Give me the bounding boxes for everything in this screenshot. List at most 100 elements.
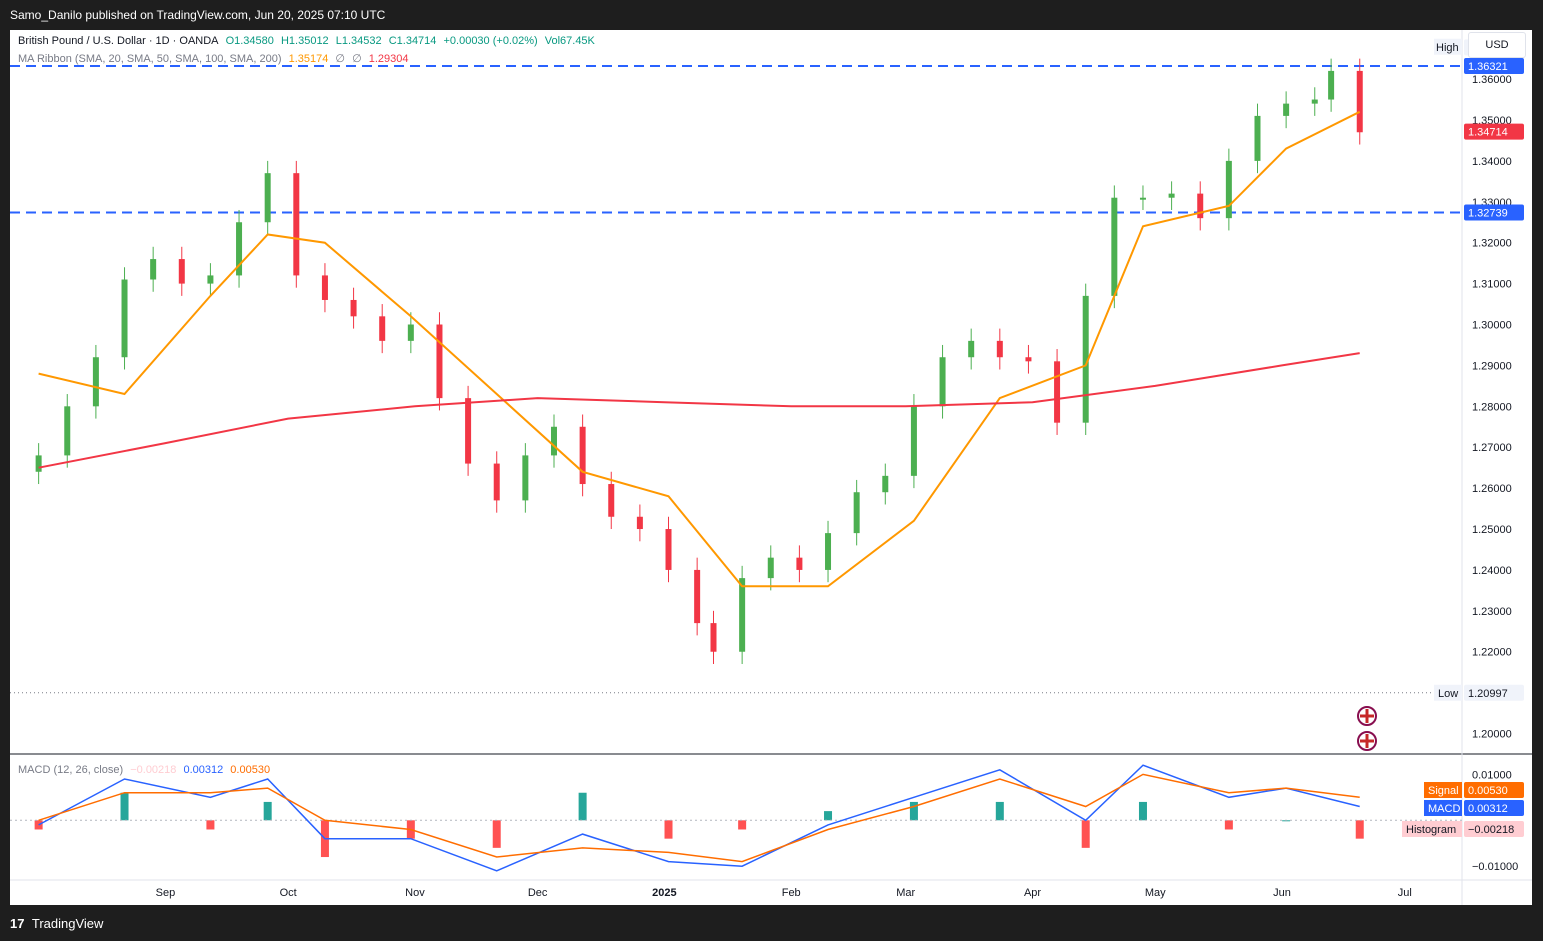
histogram-bar	[738, 820, 747, 830]
candle-body	[379, 316, 386, 341]
price-tick-label: 1.28000	[1472, 401, 1512, 413]
resistance-price-tag-bg	[1464, 57, 1524, 74]
price-tick-label: 1.32000	[1472, 238, 1512, 250]
candle-body	[321, 275, 328, 300]
volume-value: Vol67.45K	[544, 35, 595, 47]
high-label: High	[1436, 42, 1459, 54]
low-label-bg	[1434, 684, 1462, 701]
histogram-bar	[263, 801, 272, 821]
candle-body	[264, 173, 271, 223]
macd-label-bg	[1424, 800, 1462, 816]
current-price-tag: 1.34714	[1468, 127, 1508, 139]
candle-body	[882, 475, 889, 493]
price-tick-label: 1.22000	[1472, 647, 1512, 659]
time-tick-label: Jul	[1398, 887, 1412, 899]
time-tick-label: Oct	[280, 887, 297, 899]
support-price-tag: 1.32739	[1468, 207, 1508, 219]
price-tick-label: 1.25000	[1472, 524, 1512, 536]
price-tick-label: 1.26000	[1472, 483, 1512, 495]
price-tick-label: 1.31000	[1472, 279, 1512, 291]
time-tick-label: May	[1145, 887, 1166, 899]
price-tick-label: 1.20000	[1472, 729, 1512, 741]
candle-body	[853, 492, 860, 534]
candle-body	[739, 578, 746, 652]
footer-brand-label: TradingView	[31, 916, 104, 931]
candle-body	[1111, 197, 1118, 296]
signal-value-tag-bg	[1464, 782, 1524, 798]
ma100-value: ∅	[352, 53, 362, 65]
histogram-bar	[120, 792, 129, 821]
signal-label: Signal	[1428, 785, 1459, 797]
histogram-bar	[664, 820, 673, 839]
candle-body	[1025, 357, 1032, 362]
price-tick-label: 1.29000	[1472, 360, 1512, 372]
candle-body	[1139, 197, 1146, 200]
macd-value-tag-bg	[1464, 800, 1524, 816]
candle-body	[1328, 70, 1335, 100]
candle-body	[493, 463, 500, 501]
candle-body	[1283, 103, 1290, 116]
candle-body	[608, 484, 615, 517]
low-label: Low	[1438, 688, 1458, 700]
low-value-bg	[1464, 684, 1524, 701]
histogram-bar	[995, 801, 1004, 821]
candle-body	[150, 259, 157, 280]
macd-signal-value: 0.00530	[230, 764, 271, 776]
sma20-line	[38, 110, 1361, 588]
candle-body	[579, 426, 586, 485]
publisher-header: Samo_Danilo published on TradingView.com…	[10, 8, 386, 22]
price-tick-label: 1.24000	[1472, 565, 1512, 577]
low-value: L1.34532	[335, 35, 382, 47]
time-tick-label: Feb	[782, 887, 801, 899]
ma50-value: ∅	[335, 53, 345, 65]
candle-body	[92, 357, 99, 407]
candle-body	[665, 529, 672, 570]
histogram-bar	[206, 820, 215, 830]
candle-body	[636, 516, 643, 530]
resistance-price-tag: 1.36321	[1468, 61, 1508, 73]
macd-tick-label: −0.01000	[1472, 861, 1518, 873]
currency-selector[interactable]: USD	[1468, 32, 1526, 58]
macd-line	[38, 764, 1360, 872]
candle-body	[522, 455, 529, 501]
macd-hist-value: −0.00218	[130, 764, 177, 776]
time-tick-label: Mar	[896, 887, 915, 899]
hist-value-tag-bg	[1464, 821, 1524, 837]
candle-body	[407, 324, 414, 341]
candle-body	[207, 275, 214, 284]
candle-body	[1054, 361, 1061, 423]
ma20-value: 1.35174	[288, 53, 329, 65]
candle-body	[796, 557, 803, 570]
candle-body	[1356, 70, 1363, 133]
ma200-value: 1.29304	[368, 53, 409, 65]
candle-body	[1082, 295, 1089, 423]
candle-body	[350, 299, 357, 317]
histogram-bar	[492, 820, 501, 848]
price-tick-label: 1.30000	[1472, 320, 1512, 332]
candle-body	[710, 623, 717, 652]
price-tick-label: 1.36000	[1472, 74, 1512, 86]
hist-label-bg	[1402, 821, 1462, 837]
macd-tag-label: MACD	[1428, 803, 1460, 815]
candle-body	[64, 406, 71, 456]
hist-value-tag: −0.00218	[1468, 824, 1514, 836]
ma-ribbon-label[interactable]: MA Ribbon (SMA, 20, SMA, 50, SMA, 100, S…	[18, 53, 282, 65]
close-value: C1.34714	[388, 35, 437, 47]
open-value: O1.34580	[225, 35, 274, 47]
symbol-label[interactable]: British Pound / U.S. Dollar · 1D · OANDA	[18, 35, 219, 47]
candle-body	[767, 557, 774, 579]
tradingview-logo-icon: 17	[10, 916, 25, 931]
signal-value-tag: 0.00530	[1468, 785, 1508, 797]
candle-body	[465, 398, 472, 464]
macd-line-value: 0.00312	[183, 764, 224, 776]
footer-brand: 17 TradingView	[0, 906, 1543, 941]
candle-body	[910, 406, 917, 476]
candle-body	[1225, 160, 1232, 219]
chart-frame[interactable]: 1.200001.210001.220001.230001.240001.250…	[10, 30, 1532, 905]
macd-label[interactable]: MACD (12, 26, close)	[18, 764, 124, 776]
histogram-bar	[1081, 820, 1090, 848]
hist-tag-label: Histogram	[1406, 824, 1456, 836]
time-tick-label: Jun	[1273, 887, 1291, 899]
macd-value-tag: 0.00312	[1468, 803, 1508, 815]
histogram-bar	[824, 811, 833, 821]
